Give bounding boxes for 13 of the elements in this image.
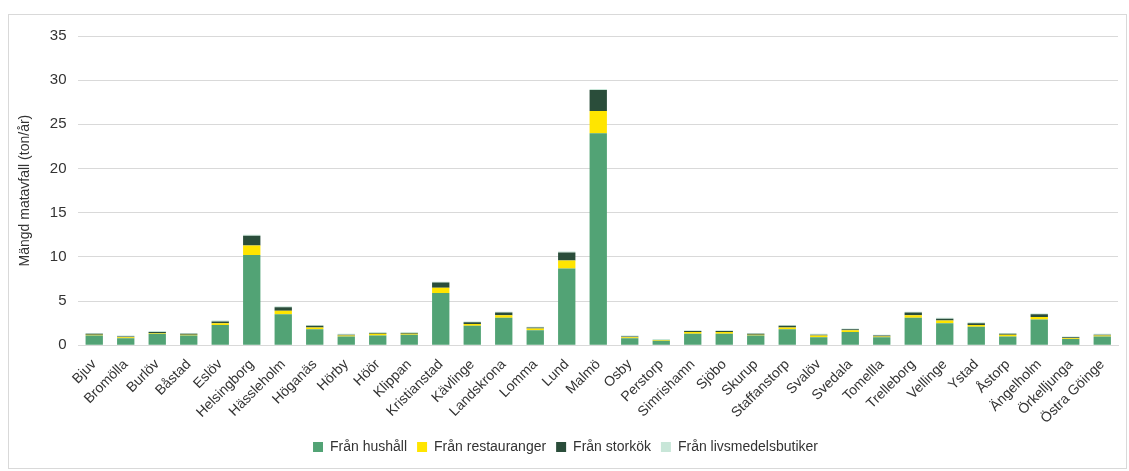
legend-label: Från hushåll bbox=[330, 437, 408, 454]
y-tick-label: 30 bbox=[49, 70, 67, 88]
legend-label: Från restauranger bbox=[434, 437, 547, 454]
legend-label: Från livsmedelsbutiker bbox=[677, 437, 819, 454]
y-axis-title: Mängd matavfall (ton/år) bbox=[16, 114, 33, 267]
legend-label: Från storkök bbox=[573, 437, 652, 454]
y-tick-label: 35 bbox=[49, 26, 67, 44]
y-tick-label: 0 bbox=[58, 335, 67, 353]
y-tick-label: 10 bbox=[49, 247, 67, 265]
y-tick-label: 20 bbox=[49, 158, 67, 176]
y-tick-label: 5 bbox=[58, 291, 67, 309]
y-tick-label: 25 bbox=[49, 114, 67, 132]
y-tick-label: 15 bbox=[49, 202, 67, 220]
